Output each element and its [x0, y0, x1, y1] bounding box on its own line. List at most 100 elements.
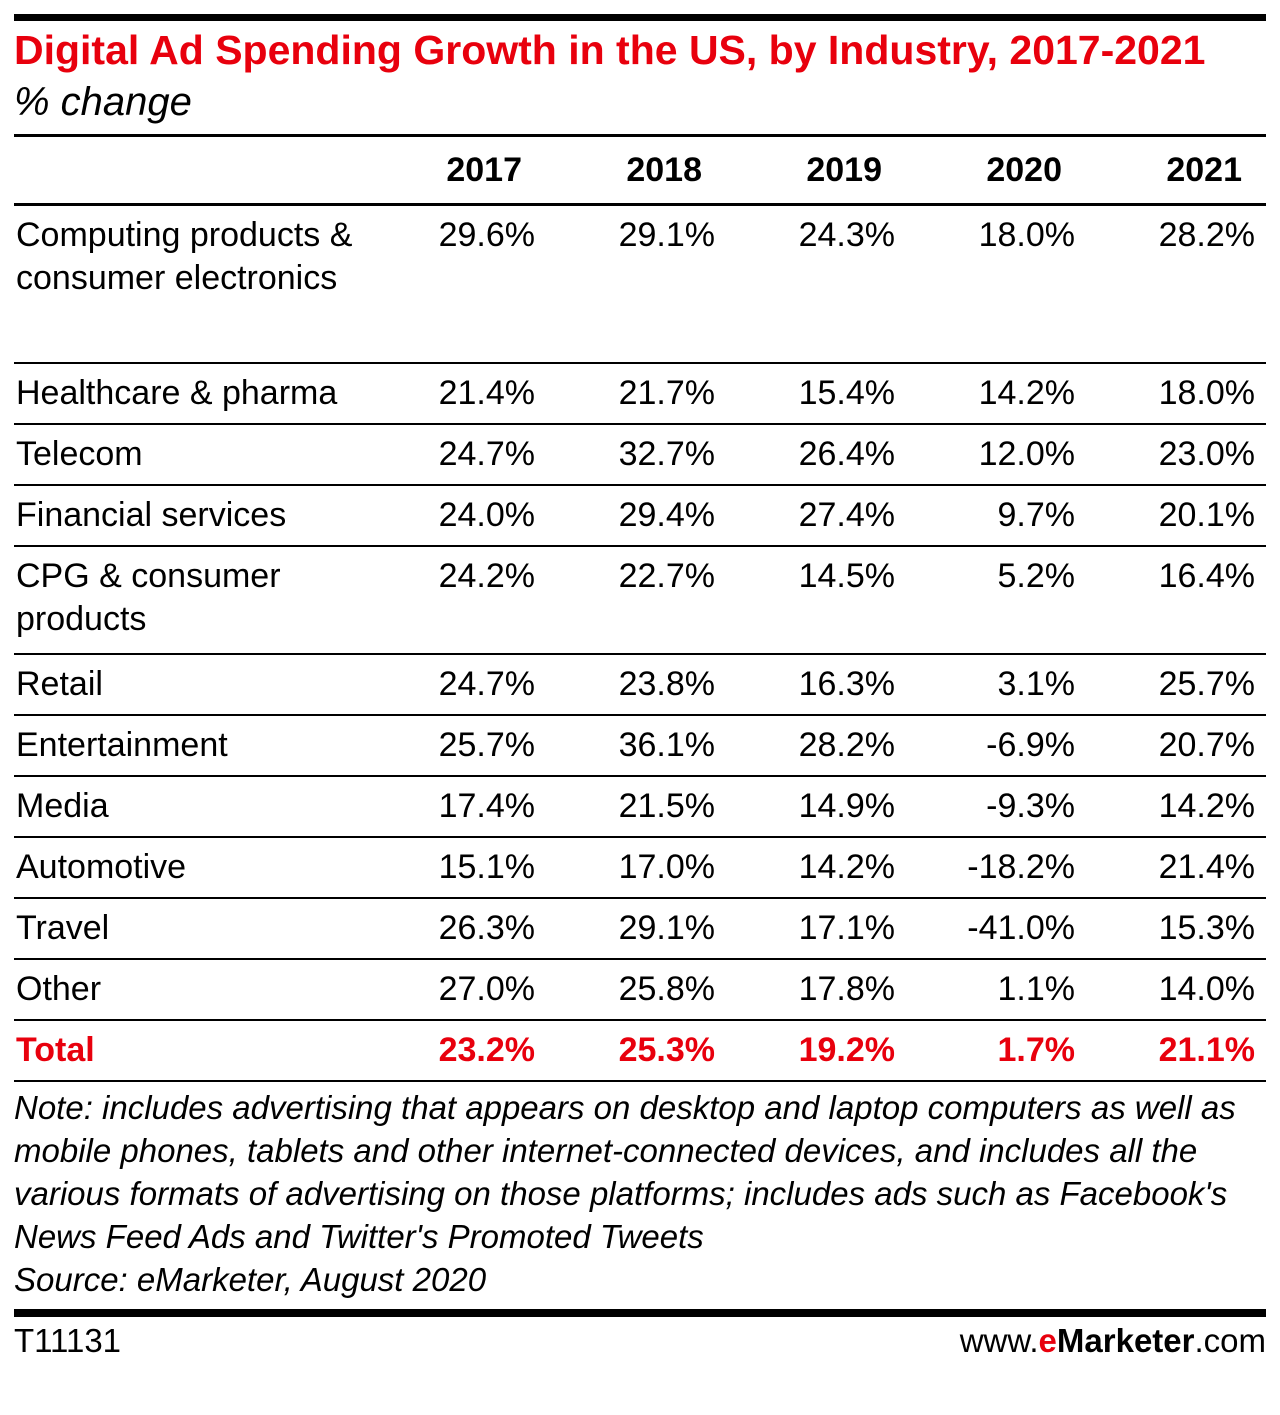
table-cell: 17.8% [726, 959, 906, 1021]
table-cell: 16.3% [726, 654, 906, 716]
table-cell: 17.1% [726, 898, 906, 960]
table-cell: 20.1% [1086, 485, 1266, 547]
table-cell: 23.0% [1086, 424, 1266, 486]
table-row: Automotive 15.1% 17.0% 14.2% -18.2% 21.4% [14, 837, 1266, 899]
note-text: Note: includes advertising that appears … [14, 1089, 1236, 1255]
table-cell: 15.3% [1086, 898, 1266, 960]
table-cell: 29.1% [546, 898, 726, 960]
row-label: Automotive [14, 837, 366, 899]
table-row: Media 17.4% 21.5% 14.9% -9.3% 14.2% [14, 776, 1266, 838]
table-cell: 29.4% [546, 485, 726, 547]
header-row: 2017 2018 2019 2020 2021 [14, 134, 1266, 206]
row-label: Telecom [14, 424, 366, 486]
table-cell: 29.6% [366, 204, 546, 364]
table-cell: -41.0% [906, 898, 1086, 960]
row-label: Computing products & consumer electronic… [14, 204, 366, 364]
table-row: Other 27.0% 25.8% 17.8% 1.1% 14.0% [14, 959, 1266, 1021]
table-cell: 15.4% [726, 363, 906, 425]
table-row: Total 23.2% 25.3% 19.2% 1.7% 21.1% [14, 1020, 1266, 1082]
table-row: Financial services 24.0% 29.4% 27.4% 9.7% 20.… [14, 485, 1266, 547]
table-cell: 24.2% [366, 546, 546, 655]
chart-container: Digital Ad Spending Growth in the US, by… [14, 14, 1266, 1361]
table-cell: 27.0% [366, 959, 546, 1021]
footer: T11131 www.eMarketer.com [14, 1321, 1266, 1361]
table-cell: 21.7% [546, 363, 726, 425]
table-cell: 14.9% [726, 776, 906, 838]
table-cell: 27.4% [726, 485, 906, 547]
row-label: Financial services [14, 485, 366, 547]
table-cell: 24.0% [366, 485, 546, 547]
table-row: Retail 24.7% 23.8% 16.3% 3.1% 25.7% [14, 654, 1266, 716]
table-cell: 24.7% [366, 424, 546, 486]
table-cell: 25.7% [1086, 654, 1266, 716]
table-cell: 28.2% [1086, 204, 1266, 364]
table-cell: 14.2% [906, 363, 1086, 425]
table-cell: 12.0% [906, 424, 1086, 486]
table-cell: 17.0% [546, 837, 726, 899]
table-cell: 5.2% [906, 546, 1086, 655]
logo-prefix: www. [959, 1322, 1039, 1359]
table-cell: 17.4% [366, 776, 546, 838]
table-cell: 23.2% [366, 1020, 546, 1082]
top-rule [14, 14, 1266, 21]
bottom-rule [14, 1309, 1266, 1317]
table-cell: 20.7% [1086, 715, 1266, 777]
chart-id: T11131 [14, 1322, 122, 1359]
table-cell: 21.4% [1086, 837, 1266, 899]
table-row: Computing products & consumer electronic… [14, 204, 1266, 364]
column-header: 2019 [726, 134, 906, 206]
table-cell: 21.1% [1086, 1020, 1266, 1082]
row-label: Travel [14, 898, 366, 960]
table-cell: 15.1% [366, 837, 546, 899]
chart-subtitle: % change [14, 80, 192, 124]
table-cell: 25.8% [546, 959, 726, 1021]
row-label: Other [14, 959, 366, 1021]
logo-name: Marketer [1056, 1322, 1195, 1359]
column-header: 2018 [546, 134, 726, 206]
emarketer-logo[interactable]: www.eMarketer.com [960, 1321, 1266, 1361]
table-row: Telecom 24.7% 32.7% 26.4% 12.0% 23.0% [14, 424, 1266, 486]
table-cell: 9.7% [906, 485, 1086, 547]
table-cell: -18.2% [906, 837, 1086, 899]
row-label: Entertainment [14, 715, 366, 777]
row-label: Total [14, 1020, 366, 1082]
table-cell: 26.4% [726, 424, 906, 486]
logo-suffix: .com [1194, 1322, 1266, 1359]
table-cell: 29.1% [546, 204, 726, 364]
table-row: Entertainment 25.7% 36.1% 28.2% -6.9% 20.7% [14, 715, 1266, 777]
note-block: Note: includes advertising that appears … [14, 1086, 1266, 1301]
table-cell: 32.7% [546, 424, 726, 486]
row-label: Media [14, 776, 366, 838]
table-cell: 3.1% [906, 654, 1086, 716]
table-cell: -6.9% [906, 715, 1086, 777]
table-row: Travel 26.3% 29.1% 17.1% -41.0% 15.3% [14, 898, 1266, 960]
table-cell: 25.3% [546, 1020, 726, 1082]
data-table: 2017 2018 2019 2020 2021 Computing products … [14, 134, 1266, 1082]
table-cell: 16.4% [1086, 546, 1266, 655]
table-cell: 25.7% [366, 715, 546, 777]
logo-e: e [1038, 1322, 1057, 1359]
table-cell: 24.7% [366, 654, 546, 716]
table-cell: 22.7% [546, 546, 726, 655]
table-cell: 28.2% [726, 715, 906, 777]
table-cell: 1.7% [906, 1020, 1086, 1082]
table-cell: 18.0% [906, 204, 1086, 364]
table-cell: 21.4% [366, 363, 546, 425]
column-header: 2021 [1086, 134, 1266, 206]
table-cell: 26.3% [366, 898, 546, 960]
table-cell: 18.0% [1086, 363, 1266, 425]
table-row: Healthcare & pharma 21.4% 21.7% 15.4% 14.2% 1… [14, 363, 1266, 425]
table-row: CPG & consumer products 24.2% 22.7% 14.5% 5.… [14, 546, 1266, 655]
table-cell: 19.2% [726, 1020, 906, 1082]
table-cell: 36.1% [546, 715, 726, 777]
table-cell: 21.5% [546, 776, 726, 838]
table-cell: -9.3% [906, 776, 1086, 838]
column-header: 2020 [906, 134, 1086, 206]
table-cell: 14.5% [726, 546, 906, 655]
chart-title: Digital Ad Spending Growth in the US, by… [14, 27, 1206, 73]
table-cell: 23.8% [546, 654, 726, 716]
table-cell: 14.2% [726, 837, 906, 899]
column-header: 2017 [366, 134, 546, 206]
table-cell: 24.3% [726, 204, 906, 364]
table-cell: 1.1% [906, 959, 1086, 1021]
